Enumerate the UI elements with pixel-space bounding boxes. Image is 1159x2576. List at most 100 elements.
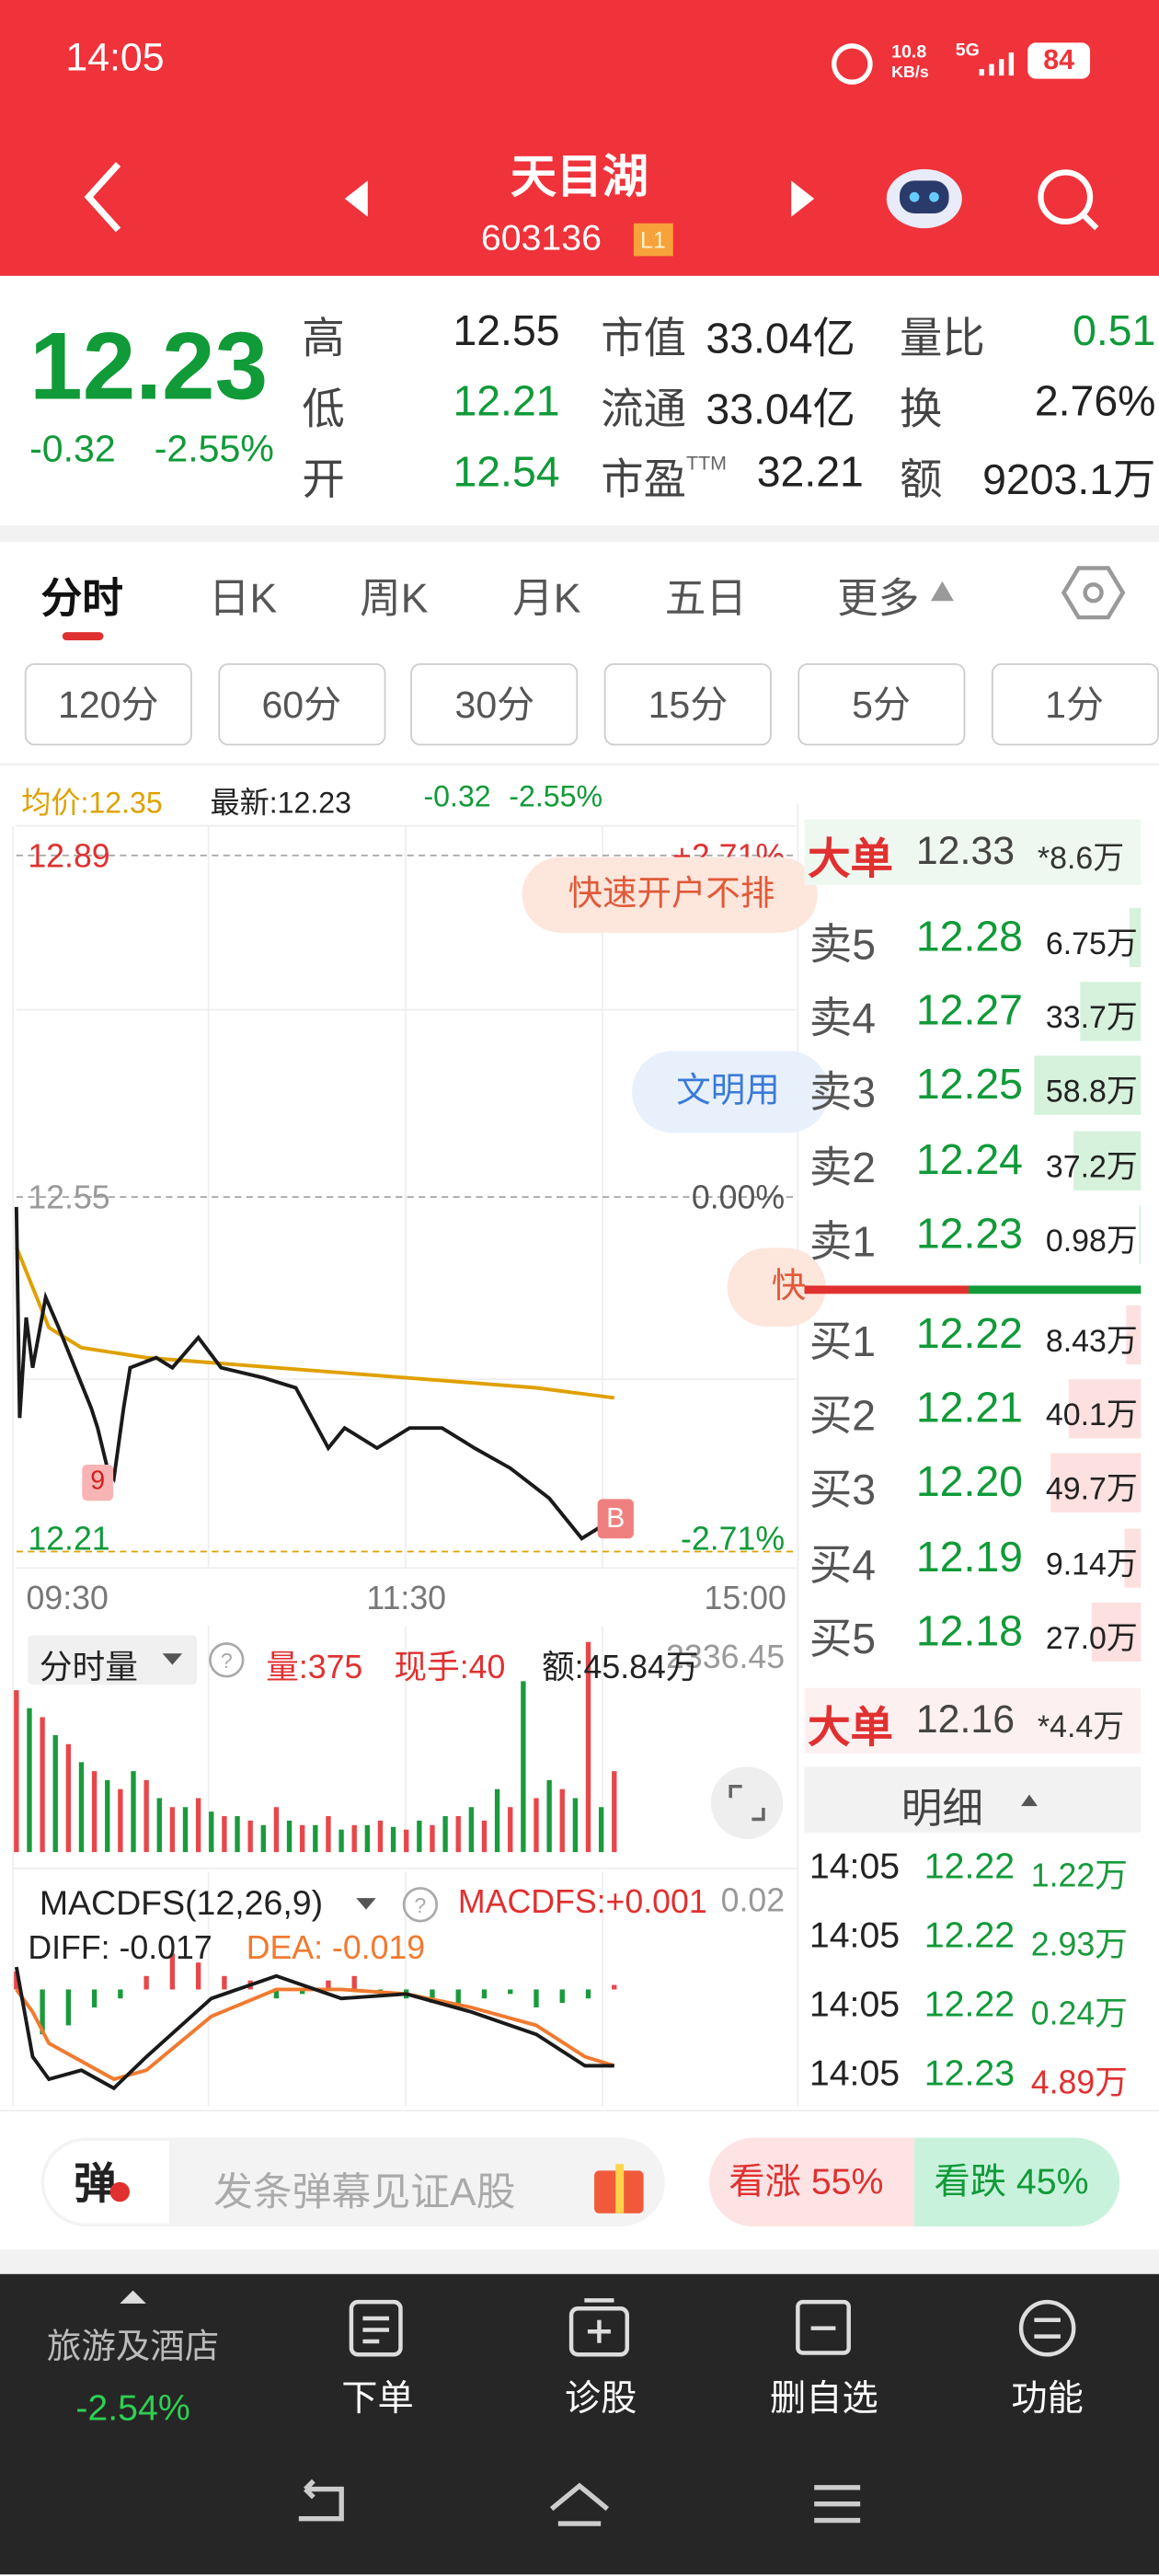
depth-bar <box>1068 1379 1142 1439</box>
book-label: 卖2 <box>809 1142 877 1191</box>
volume-bar <box>260 1824 266 1853</box>
avg-label: 均价:12.35 <box>21 786 163 820</box>
volume-bar <box>598 1807 604 1853</box>
volume-bar <box>222 1816 227 1853</box>
volume-bar <box>91 1771 98 1853</box>
pct-label: -2.71% <box>681 1521 785 1558</box>
volume-bar <box>390 1826 396 1853</box>
nav-item[interactable]: 诊股 <box>564 2377 637 2419</box>
overlay-pill[interactable]: 文明用 <box>632 1051 830 1133</box>
volume-bar <box>286 1820 293 1853</box>
period-button[interactable]: 5分 <box>798 663 966 746</box>
macd-bar <box>559 1989 565 2004</box>
prev-icon[interactable] <box>344 180 368 217</box>
detail-arrow <box>1021 1794 1038 1807</box>
volume-bar <box>195 1798 201 1853</box>
nav-item[interactable]: 删自选 <box>769 2377 878 2419</box>
detail-header[interactable] <box>804 1766 1142 1833</box>
period-button[interactable]: 60分 <box>217 663 385 746</box>
macd-bar <box>273 1989 280 1999</box>
stock-code: 603136 <box>480 216 602 259</box>
sort-arrow <box>1021 1794 1038 1807</box>
settings-icon[interactable] <box>1061 566 1126 620</box>
macd-bar <box>534 1989 539 2007</box>
sys-home[interactable] <box>549 2482 610 2526</box>
depth-bar <box>1129 907 1142 968</box>
sys-menu[interactable] <box>814 2485 861 2524</box>
avg-line <box>15 1246 615 1400</box>
volume-bar <box>169 1807 176 1853</box>
depth-bar <box>1124 1527 1142 1588</box>
back-icon[interactable] <box>84 162 121 233</box>
price: 12.23 <box>29 313 269 420</box>
danmaku-icons <box>109 2164 644 2214</box>
stat: 33.04亿 <box>706 384 855 434</box>
stat-sup: TTM <box>686 451 728 475</box>
vol-label: 额:45.84万 <box>541 1650 699 1686</box>
danmaku-placeholder[interactable]: 发条弹幕见证A股 <box>213 2170 516 2215</box>
book-vol: 40.1万 <box>1045 1398 1138 1434</box>
period-button[interactable]: 120分 <box>24 663 192 746</box>
volume-bar <box>534 1798 539 1853</box>
detail-time: 14:05 <box>809 1846 901 1887</box>
nav-item[interactable]: 下单 <box>341 2377 414 2419</box>
tab[interactable]: 周K <box>360 576 429 623</box>
volume-bar <box>442 1816 448 1853</box>
tab[interactable]: 日K <box>208 576 278 623</box>
diff-line <box>14 1966 614 2091</box>
macd-bar <box>65 1989 72 2026</box>
next-icon[interactable] <box>791 180 815 217</box>
book-vol: 33.7万 <box>1045 1002 1138 1037</box>
help-icon[interactable] <box>209 1642 245 1678</box>
period-button[interactable]: 15分 <box>603 663 772 746</box>
book-vol: 27.0万 <box>1045 1621 1138 1657</box>
nav-item[interactable]: 功能 <box>1011 2377 1084 2419</box>
volume-bar <box>209 1811 214 1853</box>
detail-vol: 1.22万 <box>1030 1858 1128 1895</box>
sector[interactable]: 旅游及酒店 <box>46 2328 220 2366</box>
book-price: 12.18 <box>915 1605 1024 1655</box>
book-label: 买3 <box>809 1465 877 1515</box>
dea-line <box>15 1987 615 2082</box>
tab[interactable]: 五日 <box>664 576 748 623</box>
macd-bar <box>40 1989 45 2035</box>
tab[interactable]: 分时 <box>40 576 123 623</box>
period-button[interactable]: 1分 <box>991 663 1159 746</box>
info-change: -0.32 <box>423 779 491 813</box>
sys-back[interactable] <box>298 2478 344 2522</box>
settings-dot <box>1083 582 1104 604</box>
volume-bar <box>40 1717 45 1853</box>
search-icon[interactable] <box>1038 169 1094 225</box>
net-speed: 10.8 <box>891 42 927 63</box>
vote-down[interactable]: 看跌 45% <box>914 2137 1120 2227</box>
volume-bar <box>247 1820 253 1853</box>
volume-bar <box>118 1788 123 1853</box>
more-arrow <box>930 581 954 602</box>
net-unit: KB/s <box>891 63 929 83</box>
volume-bar <box>156 1798 162 1853</box>
book-label: 买2 <box>809 1390 877 1441</box>
tab-icons <box>930 566 1126 620</box>
volume-bar <box>105 1779 110 1853</box>
stat: 换 <box>900 384 943 434</box>
detail-price: 12.22 <box>924 1983 1016 2025</box>
volume-bar <box>521 1681 526 1853</box>
alarm-icon <box>832 43 873 85</box>
book-price: 12.23 <box>915 1208 1024 1258</box>
y-tick-label: 12.21 <box>28 1521 109 1558</box>
help-icon[interactable] <box>402 1887 439 1923</box>
vote-up[interactable]: 看涨 55% <box>708 2137 915 2227</box>
volume-bar <box>572 1798 579 1853</box>
latest-label: 最新:12.23 <box>210 786 352 820</box>
period-button[interactable]: 30分 <box>410 663 579 746</box>
book-vol: 9.14万 <box>1045 1547 1138 1582</box>
header-icons <box>84 43 1099 233</box>
book-split-green <box>968 1285 1142 1294</box>
book-label: 卖5 <box>809 919 877 969</box>
tab[interactable]: 月K <box>512 576 581 623</box>
tab[interactable]: 更多 <box>837 576 920 623</box>
overlay-pill[interactable]: 快速开户不排 <box>522 857 818 933</box>
volume-bar <box>131 1771 136 1853</box>
y-tick-label: 12.89 <box>28 837 109 874</box>
